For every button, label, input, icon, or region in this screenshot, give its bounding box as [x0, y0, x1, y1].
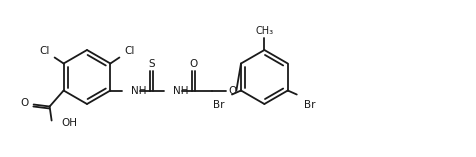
Text: Cl: Cl [124, 46, 134, 57]
Text: Br: Br [303, 100, 315, 109]
Text: CH₃: CH₃ [255, 26, 273, 36]
Text: O: O [189, 59, 197, 68]
Text: Cl: Cl [40, 46, 50, 57]
Text: NH: NH [131, 86, 147, 95]
Text: O: O [20, 98, 29, 108]
Text: S: S [148, 59, 154, 68]
Text: Br: Br [213, 100, 224, 109]
Text: O: O [228, 86, 236, 95]
Text: NH: NH [173, 86, 188, 95]
Text: OH: OH [61, 119, 78, 128]
